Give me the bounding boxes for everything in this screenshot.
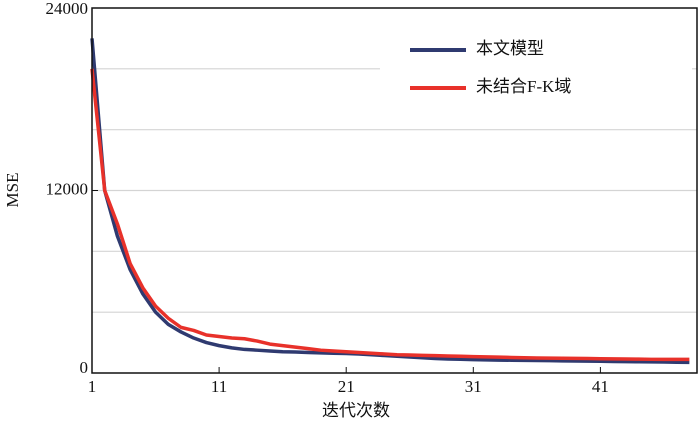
- legend-label: 未结合F-K域: [476, 77, 571, 96]
- x-tick-label: 41: [592, 377, 609, 396]
- x-tick-label: 21: [338, 377, 355, 396]
- y-axis-label: MSE: [3, 173, 22, 208]
- x-axis-label: 迭代次数: [322, 401, 390, 420]
- legend-box: [380, 30, 692, 110]
- line-series: [90, 68, 690, 362]
- x-tick-label: 11: [211, 377, 227, 396]
- x-tick-label: 1: [88, 377, 97, 396]
- legend-label: 本文模型: [476, 39, 544, 58]
- y-tick-label: 12000: [46, 179, 89, 198]
- y-tick-label: 24000: [46, 0, 89, 18]
- x-tick-label: 31: [465, 377, 482, 396]
- y-tick-label: 0: [80, 358, 89, 377]
- plot-frame: [91, 7, 698, 374]
